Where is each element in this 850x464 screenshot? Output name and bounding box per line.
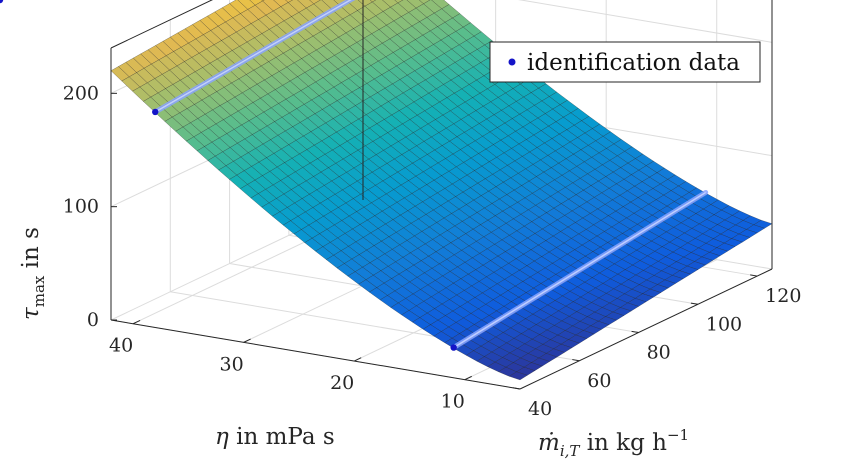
- x-tick-label: 10: [441, 391, 465, 413]
- y-tick-label: 40: [528, 398, 552, 420]
- x-tick-mark: [353, 357, 362, 362]
- surface-cell: [508, 371, 528, 381]
- y-tick-label: 80: [647, 342, 671, 364]
- identification-point: [0, 0, 4, 4]
- y-axis-label: ṁi,T in kg h−1: [538, 426, 689, 460]
- identification-point: [152, 108, 159, 116]
- y-tick-label: 120: [765, 285, 801, 307]
- identification-points: [0, 0, 457, 351]
- identification-line-highlight: [453, 191, 707, 349]
- z-tick-label: 0: [87, 309, 99, 331]
- legend-label: identification data: [527, 50, 740, 76]
- z-axis-label: τmax in s: [18, 227, 48, 320]
- y-tick-mark: [631, 330, 639, 334]
- surface-mesh: [110, 0, 773, 381]
- surface-cell: [285, 0, 293, 3]
- x-axis-label: η in mPa s: [215, 424, 335, 450]
- y-tick-mark: [750, 274, 758, 277]
- x-tick-label: 20: [330, 372, 354, 394]
- x-tick-mark: [464, 375, 472, 381]
- legend: identification data: [489, 41, 761, 83]
- axis-edge: [519, 268, 773, 390]
- x-tick-mark: [132, 319, 141, 325]
- identification-lines: [0, 0, 709, 351]
- y-tick-mark: [512, 387, 521, 390]
- y-tick-mark: [690, 302, 698, 305]
- z-tick-label: 200: [63, 82, 99, 104]
- y-tick-mark: [572, 359, 580, 362]
- y-tick-label: 100: [706, 313, 742, 335]
- legend-marker: [508, 58, 516, 66]
- x-tick-label: 30: [220, 353, 244, 375]
- identification-line-highlight: [154, 0, 352, 113]
- tick-labels: 10 20 30 40 40 60 80 100 120 0 100 200: [63, 82, 802, 420]
- axis-edge: [110, 0, 213, 49]
- axis-edge: [110, 319, 521, 390]
- gridline: [518, 0, 773, 43]
- legend-box: [489, 41, 761, 83]
- identification-point: [450, 344, 457, 351]
- x-tick-label: 40: [109, 335, 133, 357]
- surface-cell: [369, 0, 377, 3]
- y-tick-label: 60: [587, 370, 611, 392]
- x-tick-mark: [243, 338, 251, 343]
- z-tick-label: 100: [63, 196, 99, 218]
